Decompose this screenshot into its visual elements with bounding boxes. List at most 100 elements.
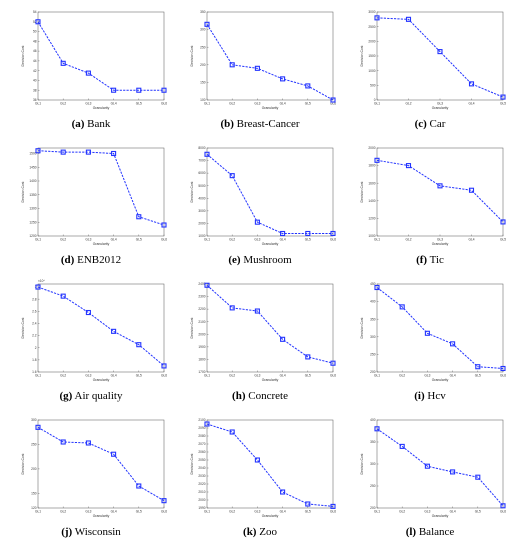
data-point — [161, 363, 167, 369]
series-line — [206, 284, 334, 364]
chart-caption: (a) Bank — [16, 118, 166, 130]
y-tick-label: 300 — [370, 462, 376, 466]
data-point — [280, 336, 286, 342]
chart-svg-a: 36 38 40 42 44 46 48 50 52 54 GL1 GL2 GL3 GL4 GL5 GL6 Gr… — [21, 10, 167, 110]
x-tick-label: GL5 — [305, 374, 311, 378]
y-tick-label: 46 — [33, 49, 37, 53]
data-point — [254, 457, 260, 463]
caption-letter: (g) — [59, 390, 73, 402]
data-point — [204, 151, 210, 157]
caption-letter: (a) — [71, 118, 85, 130]
x-tick-label: GL1 — [374, 510, 380, 514]
x-tick-label: GL4 — [111, 238, 117, 242]
plot-frame — [37, 419, 165, 509]
caption-name: Wisconsin — [74, 526, 121, 538]
plot-frame — [37, 11, 165, 101]
y-tick-label: 150 — [31, 491, 37, 495]
caption-letter: (h) — [232, 390, 246, 402]
x-tick-label: GL5 — [136, 374, 142, 378]
caption-letter: (b) — [220, 118, 234, 130]
y-tick-label: 1990 — [198, 506, 205, 510]
x-axis-label: Granularity — [93, 242, 110, 246]
data-point — [468, 187, 475, 193]
y-tick-label: 1800 — [368, 164, 375, 168]
data-point — [136, 342, 142, 348]
data-point — [60, 60, 66, 66]
x-tick-label: GL3 — [437, 238, 443, 242]
y-tick-label: 250 — [31, 443, 37, 447]
plot-frame — [37, 147, 165, 237]
chart-panel-d: 1200 1250 1300 1350 1400 1450 1500 GL1 GL2 GL3 GL4… — [16, 138, 167, 272]
y-tick-label: 1000 — [368, 234, 375, 238]
x-tick-label: GL5 — [136, 102, 142, 106]
data-point — [374, 15, 380, 21]
y-tick-label: 350 — [200, 10, 206, 14]
y-tick-label: 36 — [33, 98, 37, 102]
chart-panel-f: 1000 1200 1400 1600 1800 2000 GL1 GL2 GL3 GL4 GL5 G… — [355, 138, 506, 272]
data-point — [399, 304, 405, 310]
caption-letter: (i) — [414, 390, 425, 402]
y-axis-exponent: ×10⁴ — [38, 279, 45, 283]
data-point — [468, 81, 475, 87]
y-tick-label: 400 — [370, 418, 376, 422]
caption-name: Air quality — [74, 390, 123, 402]
chart-caption: (f) Tic — [355, 254, 505, 266]
y-tick-label: 350 — [370, 317, 376, 321]
y-tick-label: 44 — [33, 59, 37, 63]
series-line — [376, 17, 504, 98]
x-tick-label: GL4 — [111, 374, 117, 378]
data-point — [374, 157, 380, 163]
data-point — [85, 149, 91, 155]
data-point — [405, 163, 412, 169]
data-point — [330, 503, 336, 509]
y-tick-label: 3000 — [198, 209, 205, 213]
data-point — [305, 230, 311, 237]
y-tick-label: 400 — [370, 300, 376, 304]
y-tick-label: 1000 — [198, 234, 205, 238]
chart-svg-f: 1000 1200 1400 1600 1800 2000 GL1 GL2 GL3 GL4 GL5 G… — [360, 146, 506, 246]
y-tick-label: 250 — [370, 353, 376, 357]
y-tick-label: 1450 — [29, 165, 36, 169]
x-tick-label: GL3 — [85, 510, 91, 514]
data-point — [111, 328, 117, 334]
x-tick-label: GL6 — [161, 238, 167, 242]
x-axis-label: Granularity — [262, 514, 279, 518]
caption-name: Hcv — [427, 390, 446, 402]
data-point — [405, 16, 412, 22]
chart-panel-i: 200 250 300 350 400 450 GL1 GL2 GL3 GL4 GL5 GL6 Gran… — [355, 274, 506, 408]
y-tick-label: 2.4 — [32, 322, 37, 326]
data-point — [450, 341, 456, 347]
y-tick-label: 2040 — [198, 466, 205, 470]
y-tick-label: 52 — [33, 20, 37, 24]
data-point — [254, 308, 260, 314]
data-point — [161, 222, 167, 228]
x-tick-label: GL1 — [204, 510, 210, 514]
y-tick-label: 5000 — [198, 184, 205, 188]
y-tick-label: 2400 — [198, 282, 205, 286]
y-tick-label: 1800 — [198, 358, 205, 362]
chart-svg-b: 100 150 200 250 300 350 GL1 GL2 GL3 GL4 GL5 GL6 Gran… — [190, 10, 336, 110]
y-tick-label: 2070 — [198, 442, 205, 446]
y-axis-label: Decision Cost — [360, 181, 364, 202]
data-point — [254, 65, 260, 71]
y-axis-label: Decision Cost — [360, 317, 364, 338]
x-axis-label: Granularity — [432, 378, 449, 382]
x-tick-label: GL1 — [35, 374, 41, 378]
y-tick-label: 120 — [31, 506, 37, 510]
data-point — [229, 305, 235, 311]
x-tick-label: GL4 — [111, 510, 117, 514]
x-tick-label: GL5 — [305, 238, 311, 242]
y-tick-label: 1.6 — [32, 370, 37, 374]
plot-frame — [37, 283, 165, 373]
caption-name: ENB2012 — [77, 254, 122, 266]
plot-frame — [376, 419, 504, 509]
x-tick-label: GL6 — [161, 374, 167, 378]
y-tick-label: 300 — [31, 418, 37, 422]
x-tick-label: GL1 — [374, 238, 380, 242]
data-point — [35, 148, 41, 154]
y-axis-label: Decision Cost — [190, 181, 194, 202]
x-tick-label: GL3 — [85, 374, 91, 378]
y-tick-label: 2080 — [198, 434, 205, 438]
y-tick-label: 150 — [200, 81, 206, 85]
